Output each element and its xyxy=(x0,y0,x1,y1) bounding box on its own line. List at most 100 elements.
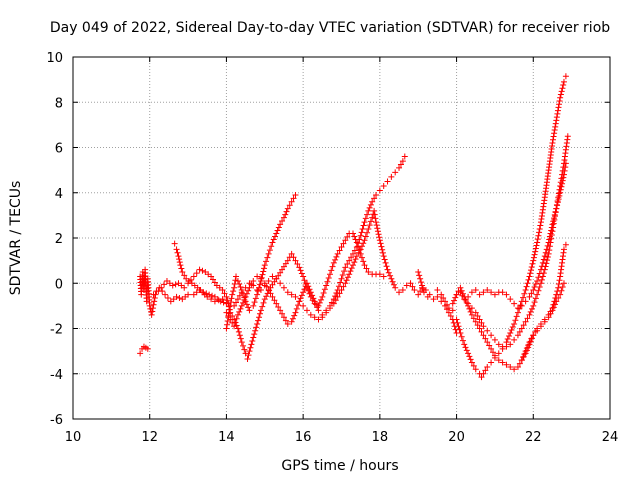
data-point xyxy=(557,186,564,193)
data-point xyxy=(179,268,186,275)
data-point xyxy=(416,272,423,279)
x-tick-labels: 10 12 14 16 18 20 22 24 xyxy=(65,430,619,445)
data-point xyxy=(495,341,502,348)
data-point xyxy=(326,271,333,278)
data-point xyxy=(534,236,541,243)
data-point xyxy=(522,348,529,355)
data-point xyxy=(351,233,358,240)
data-point xyxy=(389,278,396,285)
data-point xyxy=(208,296,215,303)
data-point xyxy=(164,294,171,301)
data-point xyxy=(365,268,372,275)
data-point xyxy=(562,164,569,171)
data-point xyxy=(353,253,360,260)
data-point xyxy=(326,305,333,312)
data-point xyxy=(360,240,367,247)
data-point xyxy=(344,233,351,240)
data-point xyxy=(547,230,554,237)
data-point xyxy=(376,234,383,241)
data-point xyxy=(499,359,506,366)
data-point xyxy=(532,248,539,255)
data-point xyxy=(227,299,234,306)
data-point xyxy=(518,302,525,309)
data-point xyxy=(533,242,540,249)
data-point xyxy=(259,303,266,310)
data-point xyxy=(280,314,287,321)
data-point xyxy=(279,218,286,225)
data-point xyxy=(256,281,263,288)
data-point xyxy=(564,133,571,140)
data-point xyxy=(468,359,475,366)
data-point xyxy=(211,279,218,286)
data-point xyxy=(491,336,498,343)
y-tick-label: -2 xyxy=(50,323,63,338)
data-point xyxy=(334,250,341,257)
data-point xyxy=(181,272,188,279)
data-point xyxy=(298,270,305,277)
data-point xyxy=(260,299,267,306)
data-point xyxy=(451,297,458,304)
data-point xyxy=(177,262,184,269)
data-point xyxy=(234,296,241,303)
data-point xyxy=(551,130,558,137)
y-tick-label: 8 xyxy=(55,96,63,111)
y-tick-label: 6 xyxy=(55,142,63,157)
series-arc-1 xyxy=(137,343,151,357)
data-point xyxy=(465,350,472,357)
data-point xyxy=(560,82,567,89)
data-point xyxy=(296,264,303,271)
data-point xyxy=(401,153,408,160)
data-point xyxy=(219,296,226,303)
data-point xyxy=(538,276,545,283)
data-point xyxy=(175,253,182,260)
data-point xyxy=(265,287,272,294)
data-point xyxy=(551,127,558,134)
data-point xyxy=(527,338,534,345)
data-point xyxy=(290,254,297,261)
data-point xyxy=(380,273,387,280)
data-point xyxy=(379,246,386,253)
data-point xyxy=(508,327,515,334)
data-point xyxy=(558,287,565,294)
data-point xyxy=(558,183,565,190)
data-point xyxy=(419,282,426,289)
data-point xyxy=(362,215,369,222)
series-arc-10 xyxy=(415,268,431,300)
data-point xyxy=(536,284,543,291)
data-point xyxy=(229,291,236,298)
data-point xyxy=(292,309,299,316)
data-point xyxy=(504,336,511,343)
data-point xyxy=(321,286,328,293)
data-point xyxy=(271,278,278,285)
data-point xyxy=(521,351,528,358)
data-point xyxy=(236,308,243,315)
data-point xyxy=(280,284,287,291)
data-point xyxy=(518,325,525,332)
data-point xyxy=(518,357,525,364)
data-point xyxy=(149,305,156,312)
data-point xyxy=(548,227,555,234)
data-point xyxy=(288,291,295,298)
series-arc-7 xyxy=(231,207,426,323)
data-point xyxy=(273,275,280,282)
data-point xyxy=(503,361,510,368)
data-point xyxy=(537,266,544,273)
data-point xyxy=(300,289,307,296)
data-point xyxy=(307,289,314,296)
data-point xyxy=(535,274,542,281)
data-point xyxy=(442,298,449,305)
data-point xyxy=(241,346,248,353)
data-point xyxy=(561,167,568,174)
data-point xyxy=(219,287,226,294)
data-point xyxy=(223,325,230,332)
data-point xyxy=(364,229,371,236)
data-point xyxy=(282,211,289,218)
data-point xyxy=(274,227,281,234)
data-point xyxy=(297,267,304,274)
series-arc-6 xyxy=(223,153,408,330)
data-point xyxy=(342,280,349,287)
data-point xyxy=(520,354,527,361)
data-point xyxy=(467,308,474,315)
data-point xyxy=(482,335,489,342)
data-point xyxy=(176,294,183,301)
